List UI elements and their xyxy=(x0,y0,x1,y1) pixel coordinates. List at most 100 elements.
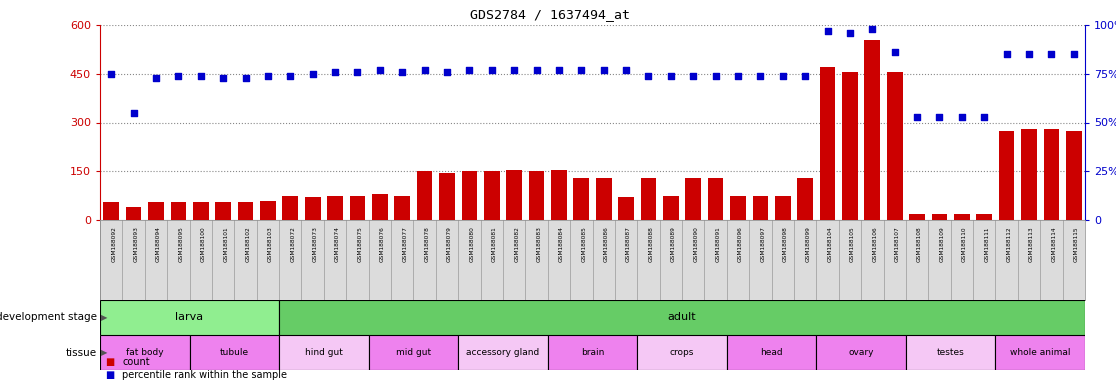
Text: GSM188073: GSM188073 xyxy=(312,227,318,262)
Text: GSM188112: GSM188112 xyxy=(1007,227,1011,262)
Bar xyxy=(820,67,836,220)
Bar xyxy=(730,195,745,220)
Bar xyxy=(574,178,589,220)
Bar xyxy=(459,335,548,370)
Text: GSM188087: GSM188087 xyxy=(626,227,631,262)
Bar xyxy=(190,335,279,370)
Text: brain: brain xyxy=(580,348,604,357)
Point xyxy=(886,49,904,55)
Bar xyxy=(440,173,455,220)
Text: GSM188109: GSM188109 xyxy=(940,227,944,262)
Bar xyxy=(637,335,727,370)
Bar xyxy=(817,335,906,370)
Bar xyxy=(1066,131,1081,220)
Bar xyxy=(349,195,365,220)
Text: GSM188085: GSM188085 xyxy=(581,227,586,262)
Text: GSM188098: GSM188098 xyxy=(782,227,788,262)
Bar xyxy=(260,200,276,220)
Point xyxy=(192,73,210,79)
Text: GSM188114: GSM188114 xyxy=(1051,227,1057,262)
Text: GSM188091: GSM188091 xyxy=(715,227,721,262)
Bar xyxy=(641,178,656,220)
Point xyxy=(819,28,837,34)
Point xyxy=(439,69,456,75)
Point xyxy=(953,114,971,120)
Bar xyxy=(551,170,567,220)
Text: GSM188106: GSM188106 xyxy=(873,227,877,262)
Point xyxy=(751,73,769,79)
Text: adult: adult xyxy=(667,313,696,323)
Text: GSM188094: GSM188094 xyxy=(156,227,161,262)
Point xyxy=(1042,51,1060,57)
Bar xyxy=(104,202,119,220)
Bar xyxy=(910,214,925,220)
Bar xyxy=(416,171,432,220)
Text: GSM188093: GSM188093 xyxy=(134,227,138,262)
Bar xyxy=(462,171,478,220)
Point xyxy=(550,67,568,73)
Text: tubule: tubule xyxy=(220,348,249,357)
Bar xyxy=(529,171,545,220)
Bar xyxy=(775,195,790,220)
Point xyxy=(841,30,859,36)
Bar xyxy=(279,300,1085,335)
Text: ▶: ▶ xyxy=(102,348,107,357)
Bar xyxy=(100,300,279,335)
Point xyxy=(170,73,187,79)
Point xyxy=(125,110,143,116)
Bar xyxy=(507,170,522,220)
Point xyxy=(573,67,590,73)
Bar xyxy=(708,178,723,220)
Text: head: head xyxy=(760,348,783,357)
Bar xyxy=(171,202,186,220)
Text: percentile rank within the sample: percentile rank within the sample xyxy=(123,370,287,380)
Bar xyxy=(663,195,679,220)
Text: GSM188084: GSM188084 xyxy=(559,227,564,262)
Text: GSM188079: GSM188079 xyxy=(448,227,452,262)
Text: ovary: ovary xyxy=(848,348,874,357)
Bar xyxy=(215,202,231,220)
Text: larva: larva xyxy=(175,313,203,323)
Text: GSM188076: GSM188076 xyxy=(379,227,385,262)
Bar xyxy=(1021,129,1037,220)
Text: GSM188088: GSM188088 xyxy=(648,227,654,262)
Text: mid gut: mid gut xyxy=(396,348,431,357)
Point xyxy=(281,73,299,79)
Text: whole animal: whole animal xyxy=(1010,348,1070,357)
Text: GSM188102: GSM188102 xyxy=(246,227,250,262)
Text: GSM188082: GSM188082 xyxy=(514,227,519,262)
Bar xyxy=(327,195,343,220)
Text: GSM188090: GSM188090 xyxy=(693,227,699,262)
Bar xyxy=(797,178,812,220)
Bar xyxy=(887,72,903,220)
Bar xyxy=(618,197,634,220)
Point xyxy=(237,74,254,81)
Text: GSM188104: GSM188104 xyxy=(828,227,833,262)
Point xyxy=(528,67,546,73)
Bar xyxy=(484,171,500,220)
Bar xyxy=(548,335,637,370)
Text: GSM188101: GSM188101 xyxy=(223,227,228,262)
Text: GSM188092: GSM188092 xyxy=(112,227,116,262)
Text: GSM188096: GSM188096 xyxy=(738,227,743,262)
Point xyxy=(595,67,613,73)
Bar xyxy=(865,40,881,220)
Text: GSM188108: GSM188108 xyxy=(917,227,922,262)
Bar xyxy=(685,178,701,220)
Text: tissue: tissue xyxy=(66,348,97,358)
Text: GSM188103: GSM188103 xyxy=(268,227,273,262)
Text: GSM188100: GSM188100 xyxy=(201,227,205,262)
Text: GSM188111: GSM188111 xyxy=(984,227,989,262)
Point xyxy=(796,73,814,79)
Bar xyxy=(100,335,190,370)
Text: GSM188075: GSM188075 xyxy=(357,227,363,262)
Bar xyxy=(596,178,612,220)
Text: GSM188099: GSM188099 xyxy=(805,227,810,262)
Bar xyxy=(126,207,142,220)
Text: ▶: ▶ xyxy=(102,313,107,322)
Point xyxy=(706,73,724,79)
Text: GSM188086: GSM188086 xyxy=(604,227,608,262)
Point xyxy=(639,73,657,79)
Text: GSM188097: GSM188097 xyxy=(760,227,766,262)
Point xyxy=(461,67,479,73)
